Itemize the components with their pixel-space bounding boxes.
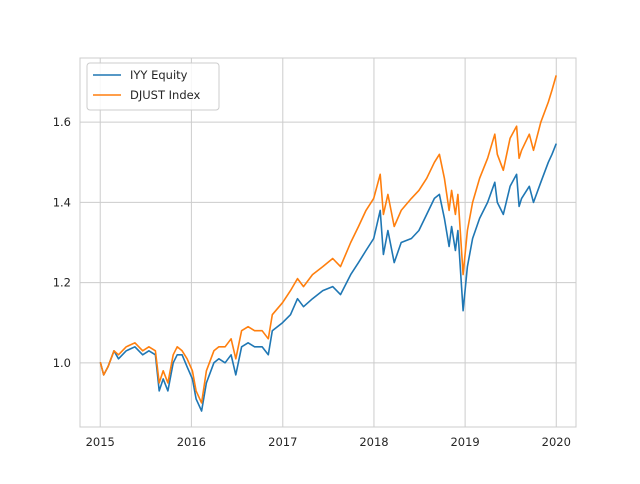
legend-label-iyy-equity: IYY Equity — [130, 68, 188, 82]
series-lines — [99, 75, 557, 412]
x-tick-label: 2018 — [359, 435, 388, 449]
grid — [80, 58, 576, 427]
series-line-iyy-equity — [99, 143, 557, 412]
x-tick-label: 2015 — [86, 435, 115, 449]
x-axis-ticks: 2015 2016 2017 2018 2019 2020 — [86, 435, 571, 449]
x-tick-label: 2020 — [542, 435, 571, 449]
plot-frame — [79, 57, 577, 428]
y-tick-label: 1.0 — [53, 356, 71, 370]
x-tick-label: 2016 — [177, 435, 206, 449]
series-line-djust-index — [99, 75, 557, 404]
y-tick-label: 1.4 — [53, 195, 71, 209]
legend-label-djust-index: DJUST Index — [130, 88, 200, 102]
y-tick-label: 1.6 — [53, 115, 71, 129]
legend: IYY Equity DJUST Index — [86, 62, 220, 111]
y-tick-label: 1.2 — [53, 276, 71, 290]
x-tick-label: 2017 — [268, 435, 297, 449]
y-axis-ticks: 1.0 1.2 1.4 1.6 — [53, 115, 71, 370]
x-tick-label: 2019 — [450, 435, 479, 449]
